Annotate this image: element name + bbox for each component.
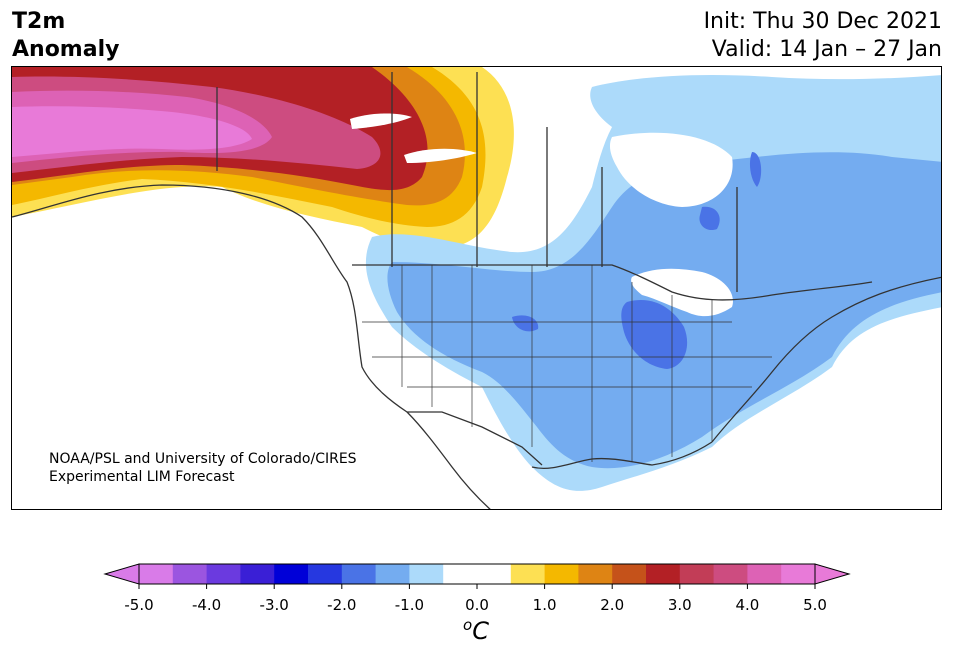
colorbar-segment — [409, 564, 444, 584]
colorbar-extend-high — [814, 563, 851, 585]
colorbar-segment — [477, 564, 512, 584]
colorbar-segment — [172, 564, 208, 584]
title-line-variable: T2m — [12, 9, 66, 34]
colorbar-segment — [679, 564, 715, 584]
title-line-anomaly: Anomaly — [12, 37, 120, 62]
colorbar-tick-label: 5.0 — [803, 596, 827, 614]
map-title: T2m Anomaly — [12, 8, 119, 64]
cool-dark-patch-1 — [621, 299, 688, 369]
map-canvas — [12, 67, 941, 509]
west-coastline — [12, 184, 491, 509]
unit-degree: o — [463, 616, 473, 634]
credit-line-1: NOAA/PSL and University of Colorado/CIRE… — [49, 451, 357, 467]
colorbar-segment — [646, 564, 681, 584]
colorbar-tick-label: -5.0 — [124, 596, 154, 614]
east-coastline — [711, 276, 941, 443]
credit-text: NOAA/PSL and University of Colorado/CIRE… — [49, 450, 357, 486]
warm-anomaly-region — [12, 67, 514, 248]
colorbar-tick-label: -2.0 — [327, 596, 357, 614]
colorbar-segment — [240, 564, 275, 584]
colorbar-tick-label: 2.0 — [600, 596, 625, 614]
colorbar-segment — [578, 564, 613, 584]
colorbar-segment — [713, 564, 748, 584]
warm-magenta-core — [12, 106, 252, 157]
gulf-coastline — [531, 441, 713, 469]
colorbar-tick-label: 3.0 — [667, 596, 692, 614]
colorbar-extend-low — [103, 563, 140, 585]
colorbar-segment — [747, 564, 782, 584]
colorbar — [103, 563, 851, 589]
init-date: Init: Thu 30 Dec 2021 — [703, 9, 942, 34]
colorbar-segment — [274, 564, 309, 584]
great-lakes-water — [631, 268, 733, 317]
colorbar-segment — [612, 564, 647, 584]
colorbar-tick-label: 1.0 — [532, 596, 557, 614]
colorbar-segment — [139, 564, 174, 584]
unit-celsius: C — [472, 617, 489, 645]
map-borders — [12, 72, 941, 509]
white-lake-2 — [404, 148, 477, 163]
us-mexico-border — [407, 411, 543, 466]
colorbar-segment — [375, 564, 410, 584]
colorbar-ticks — [138, 584, 816, 589]
colorbar-segment — [308, 564, 343, 584]
colorbar-tick-label: -1.0 — [394, 596, 425, 614]
colorbar-segment — [510, 564, 546, 584]
us-canada-border — [352, 264, 873, 301]
hudson-bay-water — [609, 132, 733, 207]
valid-date: Valid: 14 Jan – 27 Jan — [711, 37, 942, 62]
state-lines — [362, 265, 772, 462]
credit-line-2: Experimental LIM Forecast — [49, 469, 235, 485]
colorbar-tick-label: -3.0 — [259, 596, 289, 614]
cool-dark-patch-4 — [749, 152, 762, 187]
colorbar-segment — [341, 564, 377, 584]
cool-anomaly-region — [365, 75, 941, 491]
colorbar-segments — [139, 564, 816, 584]
cool-dark-patch-2 — [699, 206, 720, 231]
colorbar-segment — [544, 564, 579, 584]
colorbar-segment — [781, 564, 816, 584]
colorbar-tick-label: -4.0 — [191, 596, 222, 614]
anomaly-map — [11, 66, 942, 510]
cool-light-arctic — [590, 75, 941, 132]
forecast-dates: Init: Thu 30 Dec 2021 Valid: 14 Jan – 27… — [704, 8, 942, 64]
colorbar-unit: oC — [463, 616, 489, 645]
colorbar-tick-label: 4.0 — [735, 596, 760, 614]
colorbar-tick-label: 0.0 — [465, 596, 489, 614]
colorbar-segment — [443, 564, 478, 584]
white-lake-1 — [350, 113, 412, 129]
colorbar-segment — [206, 564, 241, 584]
